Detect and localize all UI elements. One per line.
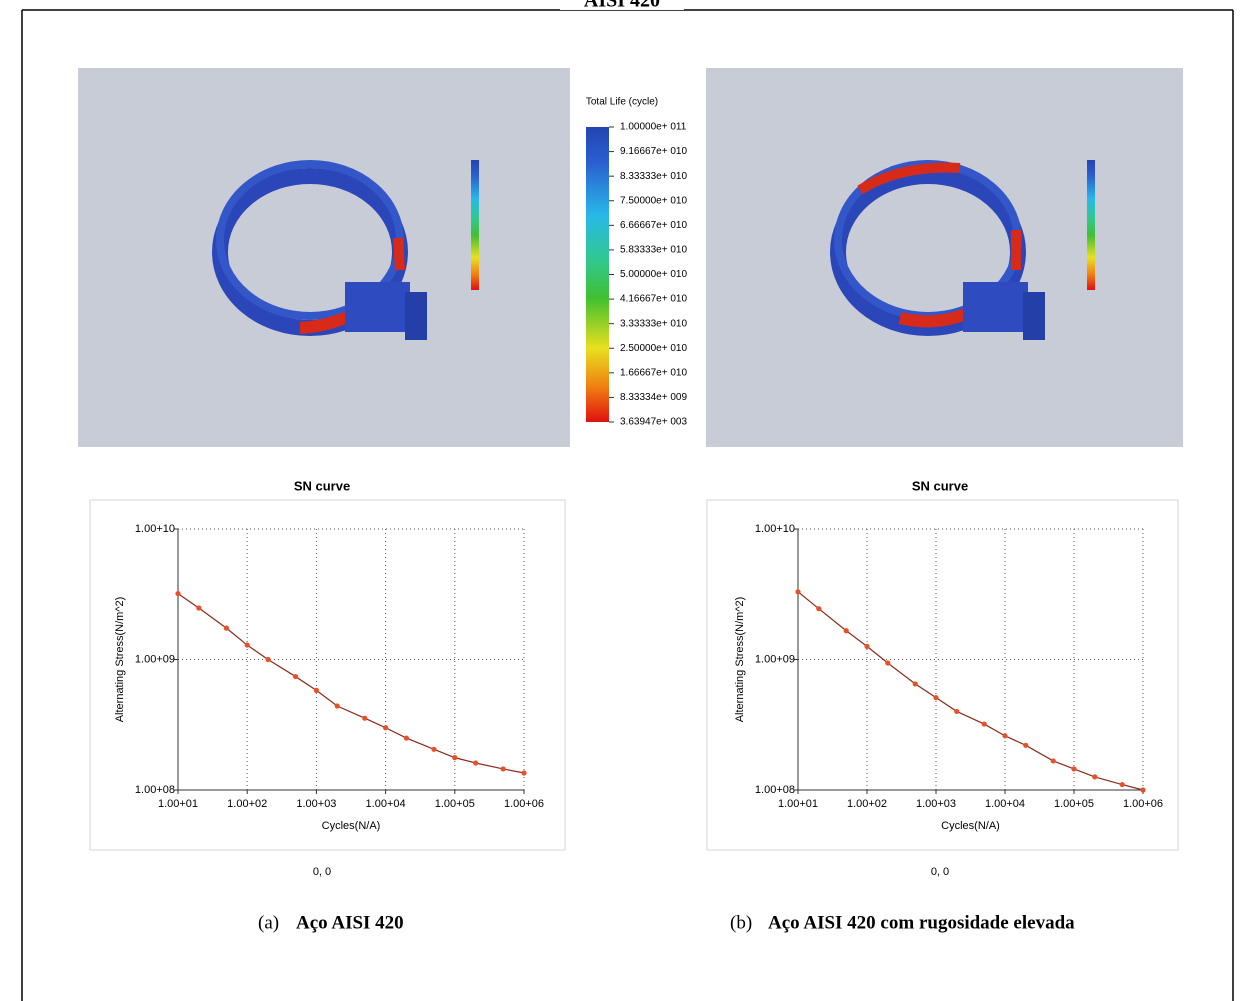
x-tick-label: 1.00+06 xyxy=(1123,798,1163,810)
legend-label: 3.63947e+ 003 xyxy=(620,417,687,428)
chart-title: SN curve xyxy=(294,478,350,493)
legend-label: 7.50000e+ 010 xyxy=(620,195,687,206)
data-point xyxy=(501,766,506,771)
legend-label: 9.16667e+ 010 xyxy=(620,146,687,157)
caption-label: (a) xyxy=(258,912,279,933)
legend-label: 8.33333e+ 010 xyxy=(620,171,687,182)
legend-label: 4.16667e+ 010 xyxy=(620,294,687,305)
data-point xyxy=(954,709,959,714)
data-point xyxy=(816,606,821,611)
legend-label: 3.33333e+ 010 xyxy=(620,318,687,329)
caption-text: Aço AISI 420 xyxy=(296,912,404,933)
chart-footer: 0, 0 xyxy=(313,866,331,878)
x-tick-label: 1.00+04 xyxy=(985,798,1025,810)
data-point xyxy=(521,770,526,775)
x-tick-label: 1.00+06 xyxy=(504,798,544,810)
x-tick-label: 1.00+02 xyxy=(847,798,887,810)
data-point xyxy=(314,688,319,693)
legend-label: 5.83333e+ 010 xyxy=(620,245,687,256)
chart-footer: 0, 0 xyxy=(931,866,949,878)
data-point xyxy=(196,605,201,610)
data-point xyxy=(362,716,367,721)
data-point xyxy=(864,644,869,649)
x-tick-label: 1.00+03 xyxy=(296,798,336,810)
data-point xyxy=(245,642,250,647)
data-point xyxy=(404,735,409,740)
data-point xyxy=(473,760,478,765)
page: AISI 420 Total Life (cycle) 1.00000e+ 01… xyxy=(0,0,1243,1001)
data-point xyxy=(335,703,340,708)
y-tick-label: 1.00+09 xyxy=(755,653,795,665)
caption-label: (b) xyxy=(730,912,752,933)
x-axis-label: Cycles(N/A) xyxy=(941,820,1000,832)
data-point xyxy=(885,660,890,665)
x-tick-label: 1.00+03 xyxy=(916,798,956,810)
data-point xyxy=(224,626,229,631)
data-point xyxy=(982,721,987,726)
data-point xyxy=(1051,758,1056,763)
data-point xyxy=(265,657,270,662)
data-point xyxy=(913,681,918,686)
data-point xyxy=(795,589,800,594)
captions: (a) Aço AISI 420 (b) Aço AISI 420 com rugos… xyxy=(258,912,1075,933)
x-tick-label: 1.00+05 xyxy=(1054,798,1094,810)
y-axis-label: Alternating Stress(N/m^2) xyxy=(734,597,746,723)
chart-title: SN curve xyxy=(912,478,968,493)
legend-label: 1.00000e+ 011 xyxy=(620,122,687,133)
data-point xyxy=(933,695,938,700)
legend-label: 6.66667e+ 010 xyxy=(620,220,687,231)
data-point xyxy=(1140,787,1145,792)
data-point xyxy=(452,755,457,760)
data-point xyxy=(1092,774,1097,779)
y-tick-label: 1.00+09 xyxy=(135,653,175,665)
legend-label: 8.33334e+ 009 xyxy=(620,392,687,403)
x-tick-label: 1.00+01 xyxy=(158,798,198,810)
mini-colorbar xyxy=(1087,160,1095,290)
x-tick-label: 1.00+01 xyxy=(778,798,818,810)
data-point xyxy=(1120,782,1125,787)
data-point xyxy=(293,674,298,679)
legend-label: 5.00000e+ 010 xyxy=(620,269,687,280)
x-tick-label: 1.00+02 xyxy=(227,798,267,810)
mini-colorbar xyxy=(471,160,479,290)
caption-text: Aço AISI 420 com rugosidade elevada xyxy=(768,912,1075,933)
data-point xyxy=(1002,733,1007,738)
legend-label: 1.66667e+ 010 xyxy=(620,367,687,378)
y-tick-label: 1.00+10 xyxy=(135,523,175,535)
y-tick-label: 1.00+08 xyxy=(755,784,795,796)
data-point xyxy=(383,725,388,730)
data-point xyxy=(431,747,436,752)
y-axis-label: Alternating Stress(N/m^2) xyxy=(114,597,126,723)
x-tick-label: 1.00+04 xyxy=(366,798,406,810)
x-tick-label: 1.00+05 xyxy=(435,798,475,810)
page-title: AISI 420 xyxy=(584,0,660,12)
colorbar xyxy=(586,127,609,422)
render-panel xyxy=(706,68,1183,447)
data-point xyxy=(1071,766,1076,771)
data-point xyxy=(844,628,849,633)
y-tick-label: 1.00+08 xyxy=(135,784,175,796)
x-axis-label: Cycles(N/A) xyxy=(322,820,381,832)
data-point xyxy=(175,591,180,596)
legend-title: Total Life (cycle) xyxy=(586,97,658,108)
render-panel xyxy=(78,68,570,447)
legend-label: 2.50000e+ 010 xyxy=(620,343,687,354)
y-tick-label: 1.00+10 xyxy=(755,523,795,535)
data-point xyxy=(1023,743,1028,748)
